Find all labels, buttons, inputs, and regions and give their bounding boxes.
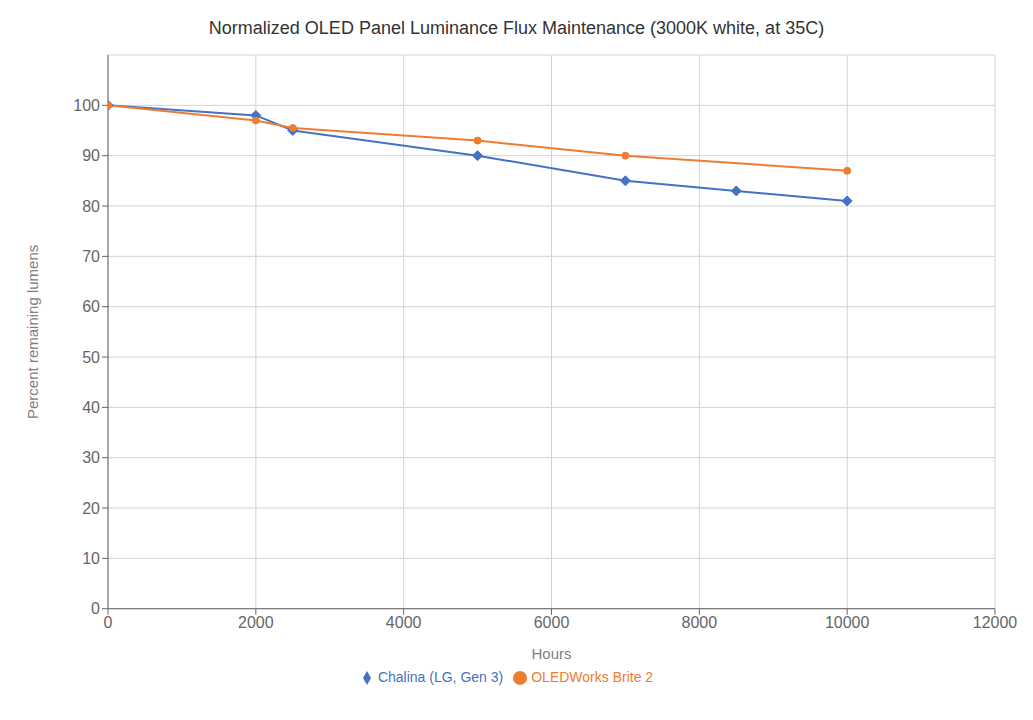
svg-text:12000: 12000 <box>973 614 1018 631</box>
html-text:Normalized OLED Panel Luminanc: Normalized OLED Panel Luminance Flux Mai… <box>208 18 825 38</box>
svg-text:90: 90 <box>82 147 100 164</box>
svg-text:30: 30 <box>82 449 100 466</box>
svg-text:6000: 6000 <box>534 614 570 631</box>
svg-text:Hours: Hours <box>531 645 571 662</box>
svg-text:4000: 4000 <box>386 614 422 631</box>
svg-text:8000: 8000 <box>682 614 718 631</box>
svg-text:20: 20 <box>82 500 100 517</box>
svg-text:0: 0 <box>91 600 100 617</box>
svg-text:0: 0 <box>104 614 113 631</box>
html-text:Chalina (LG, Gen 3): Chalina (LG, Gen 3) <box>377 668 504 685</box>
svg-text:2000: 2000 <box>238 614 274 631</box>
svg-text:60: 60 <box>82 298 100 315</box>
svg-text:40: 40 <box>82 399 100 416</box>
svg-text:50: 50 <box>82 349 100 366</box>
svg-text:10: 10 <box>82 550 100 567</box>
svg-text:100: 100 <box>73 97 100 114</box>
html-text:OLEDWorks Brite 2: OLEDWorks Brite 2 <box>531 668 654 685</box>
svg-text:10000: 10000 <box>825 614 870 631</box>
svg-text:Percent remaining lumens: Percent remaining lumens <box>24 245 41 419</box>
svg-text:70: 70 <box>82 248 100 265</box>
svg-text:80: 80 <box>82 198 100 215</box>
